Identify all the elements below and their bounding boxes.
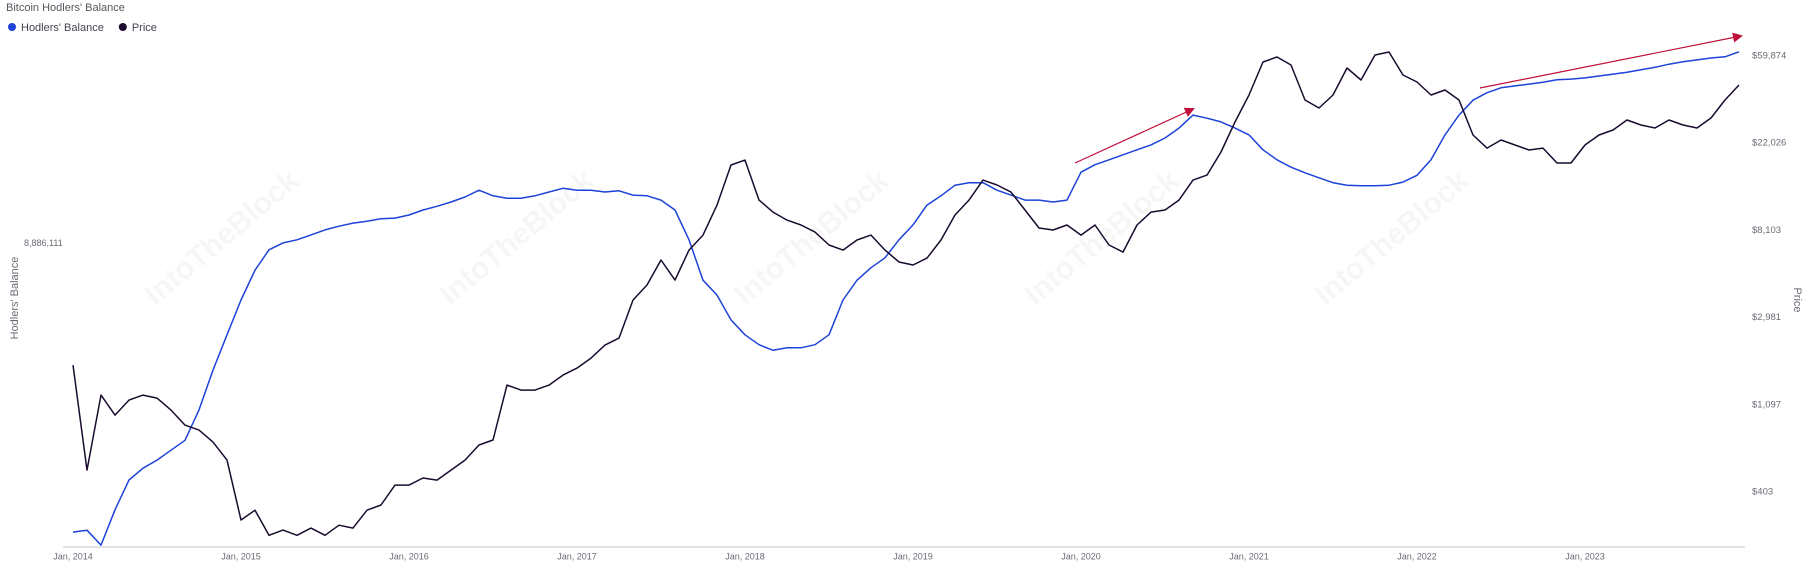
watermark: IntoTheBlock (138, 164, 305, 312)
y2-tick-label: $8,103 (1752, 225, 1781, 236)
series-line (72, 51, 1740, 546)
x-tick-label: Jan, 2020 (1061, 551, 1101, 561)
x-tick-label: Jan, 2015 (221, 551, 261, 561)
y2-tick-label: $22,026 (1752, 138, 1786, 149)
x-tick-label: Jan, 2017 (557, 551, 597, 561)
x-tick-label: Jan, 2016 (389, 551, 429, 561)
legend-label: Hodlers' Balance (21, 22, 104, 34)
y2-tick-label: $59,874 (1752, 51, 1786, 62)
watermark: IntoTheBlock (1018, 164, 1185, 312)
x-tick-label: Jan, 2023 (1565, 551, 1605, 561)
series-line (72, 51, 1740, 537)
watermark: IntoTheBlock (1308, 164, 1475, 312)
watermark: IntoTheBlock (433, 164, 600, 312)
legend-swatch (8, 23, 16, 31)
y2-axis-label: Price (1791, 287, 1803, 312)
legend-label: Price (132, 22, 157, 34)
x-tick-label: Jan, 2014 (53, 551, 93, 561)
x-tick-label: Jan, 2021 (1229, 551, 1269, 561)
y2-tick-label: $403 (1752, 487, 1773, 498)
y-tick-label: 8,886,111 (24, 238, 63, 248)
trend-arrow (1074, 107, 1195, 164)
y-axis-label: Hodlers' Balance (9, 257, 21, 340)
legend-swatch (118, 23, 127, 31)
chart-title: Bitcoin Hodlers' Balance (6, 2, 125, 14)
x-tick-label: Jan, 2019 (893, 551, 933, 561)
y2-tick-label: $1,097 (1752, 399, 1781, 410)
y2-tick-label: $2,981 (1752, 312, 1781, 323)
x-tick-label: Jan, 2022 (1397, 551, 1437, 561)
trend-arrow (1479, 32, 1743, 89)
x-tick-label: Jan, 2018 (725, 551, 765, 561)
